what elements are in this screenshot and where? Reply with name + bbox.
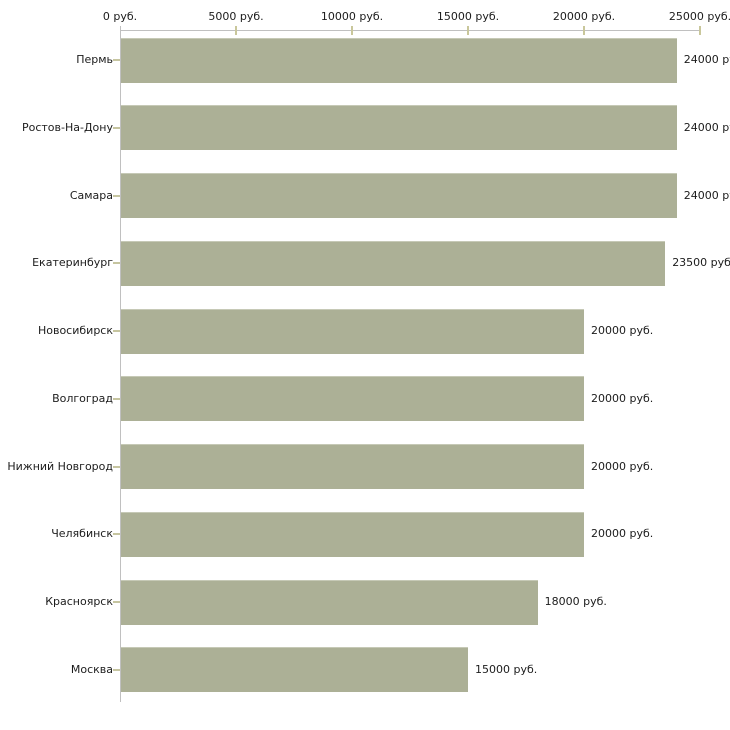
y-axis-tick [113, 397, 120, 400]
x-axis-tick-label: 10000 руб. [320, 10, 384, 23]
bar-value-label: 20000 руб. [591, 459, 654, 473]
y-axis-category-label: Пермь [76, 53, 113, 66]
x-axis-tick [583, 26, 585, 35]
y-axis-tick [113, 601, 120, 603]
y-axis-tick [113, 194, 120, 197]
bar-value-label: 20000 руб. [591, 391, 654, 405]
y-axis-category-label: Москва [70, 662, 113, 676]
bar-value-label: 24000 руб. [683, 53, 730, 66]
bar-value-label: 24000 руб. [683, 188, 730, 202]
bar [121, 308, 584, 354]
y-axis-category-label: Волгоград [52, 391, 113, 405]
bar [121, 647, 468, 693]
y-axis-category-label: Красноярск [45, 595, 113, 608]
bar-value-label: 20000 руб. [591, 324, 654, 337]
x-axis-tick [351, 26, 353, 35]
x-axis-tick-label: 5000 руб. [208, 10, 264, 23]
x-axis-tick [467, 26, 469, 35]
y-axis-category-label: Нижний Новгород [7, 459, 113, 473]
bar [121, 37, 677, 83]
y-axis-line [120, 26, 121, 702]
y-axis-category-label: Самара [69, 188, 113, 202]
x-axis-tick [699, 26, 701, 35]
bar-value-label: 20000 руб. [591, 527, 654, 541]
y-axis-tick [113, 465, 120, 468]
bar [121, 240, 666, 286]
bar-value-label: 23500 руб. [672, 256, 730, 270]
bar [121, 376, 584, 422]
y-axis-tick [113, 330, 120, 332]
y-axis-tick [113, 668, 120, 671]
x-axis-tick-label: 20000 руб. [552, 10, 616, 23]
x-axis-line [120, 30, 700, 31]
x-axis-tick-label: 15000 руб. [436, 10, 500, 23]
y-axis-category-label: Екатеринбург [32, 256, 113, 270]
y-axis-tick [113, 126, 120, 129]
bar-value-label: 24000 руб. [683, 120, 730, 134]
bar-value-label: 18000 руб. [544, 595, 607, 608]
y-axis-tick [113, 59, 120, 61]
x-axis-tick [235, 26, 237, 35]
bar-value-label: 15000 руб. [475, 662, 538, 676]
bar [121, 173, 677, 218]
bar [121, 444, 584, 489]
bar [121, 511, 584, 557]
y-axis-category-label: Ростов-На-Дону [21, 120, 113, 134]
bar [121, 105, 677, 151]
y-axis-tick [113, 262, 120, 265]
bar [121, 579, 538, 625]
x-axis-tick-label: 25000 руб. [668, 10, 730, 23]
y-axis-category-label: Новосибирск [37, 324, 113, 337]
y-axis-tick [113, 533, 120, 536]
y-axis-category-label: Челябинск [51, 527, 113, 541]
x-axis-tick-label: 0 руб. [102, 10, 138, 23]
